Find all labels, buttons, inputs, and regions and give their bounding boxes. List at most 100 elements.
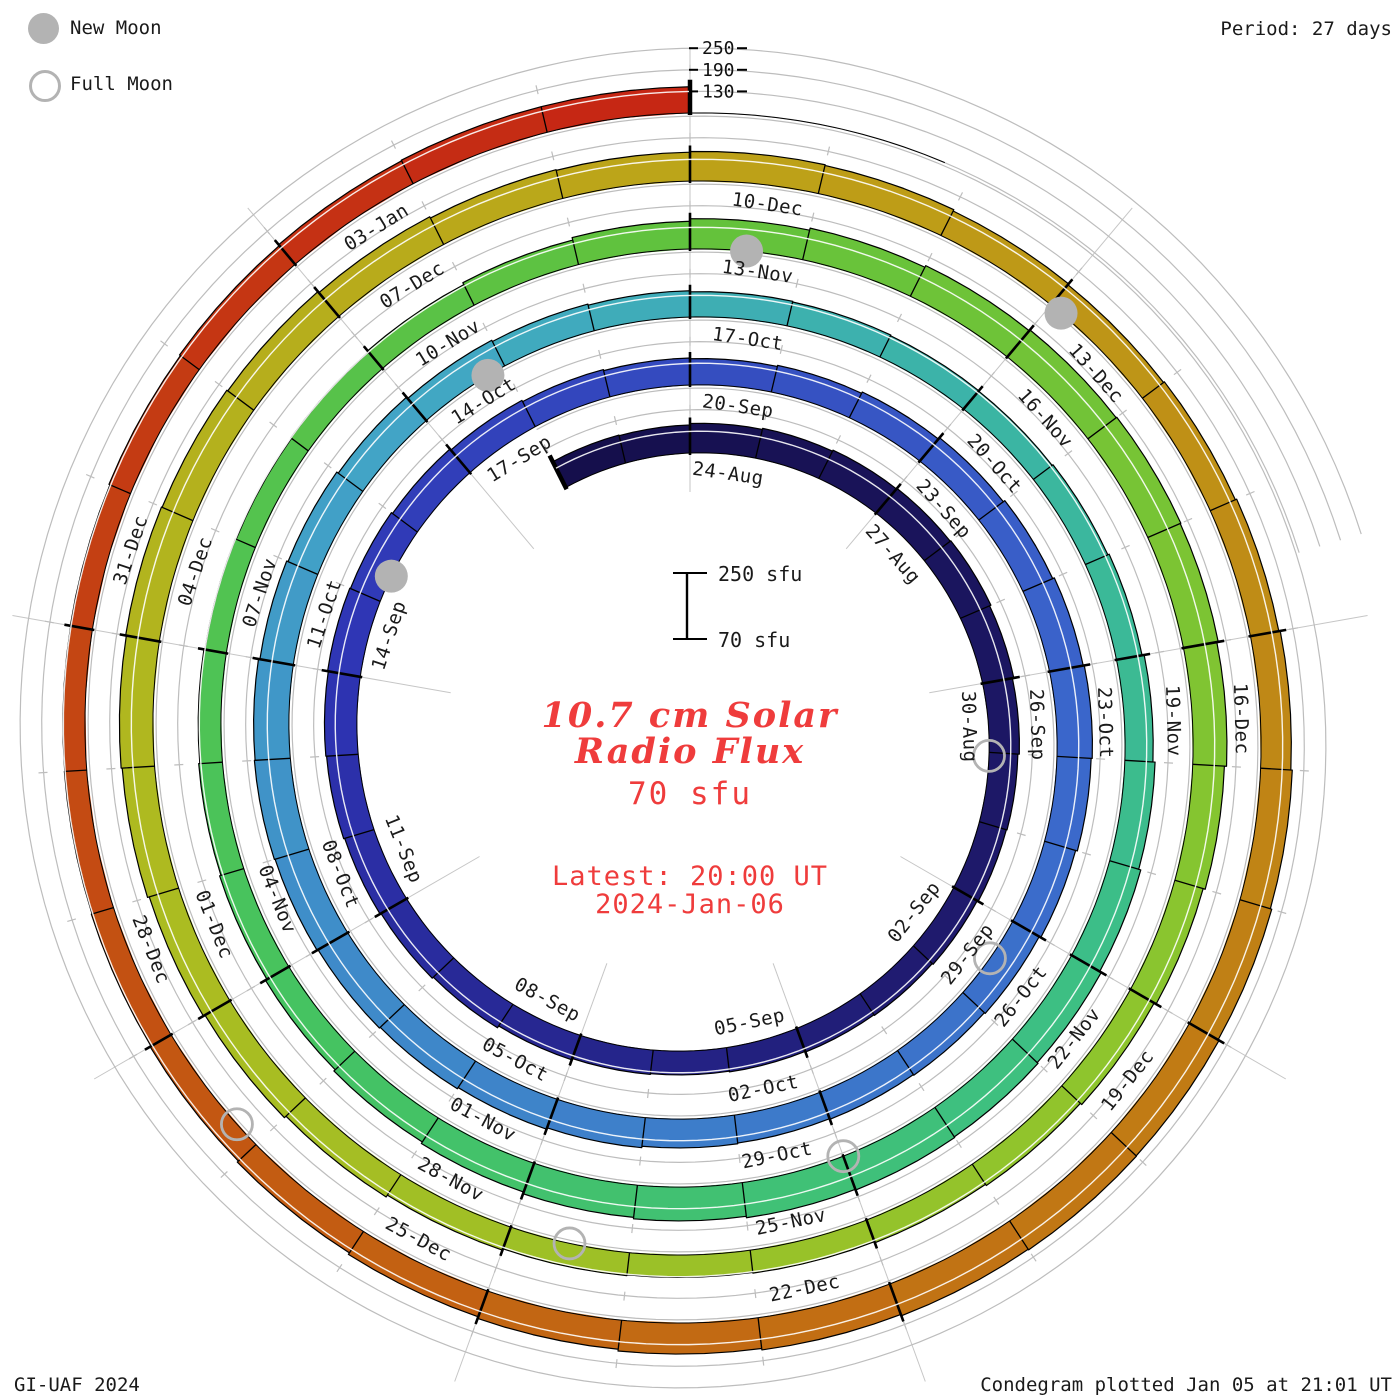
flux-band-segment [960, 605, 1014, 684]
flux-band-segment [572, 1035, 654, 1075]
flux-band-segment [477, 1291, 622, 1350]
flux-band-segment [430, 169, 563, 245]
flux-band-segment [818, 165, 954, 236]
flux-band-segment [348, 1231, 488, 1317]
flux-band-segment [318, 216, 444, 317]
flux-band-segment [108, 355, 200, 494]
flux-band-segment [1087, 417, 1181, 538]
flux-axis-label: 190 [702, 60, 735, 81]
flux-band-segment [1147, 523, 1219, 648]
flux-band-segment [978, 500, 1053, 592]
flux-band-segment [1071, 860, 1141, 972]
flux-band-segment [1012, 955, 1102, 1063]
flux-band-segment [1009, 1132, 1137, 1250]
flux-band-segment [1116, 654, 1154, 762]
date-label: 19-Nov [1161, 685, 1185, 757]
flux-band-segment [392, 448, 470, 533]
flux-band-segment [1240, 768, 1293, 909]
flux-band-segment [866, 1164, 986, 1243]
flux-band-segment [626, 1250, 753, 1278]
flux-band-segment [897, 992, 985, 1076]
flux-band-segment [556, 152, 690, 199]
date-label: 29-Oct [740, 1137, 815, 1173]
current-flux-value: 70 sfu [628, 776, 752, 812]
flux-band-segment [179, 245, 296, 370]
flux-band-segment [940, 210, 1069, 305]
flux-band-segment [265, 966, 355, 1070]
flux-band-segment [407, 340, 505, 421]
three-day-ticks [64, 145, 1287, 1325]
flux-band-segment [633, 1182, 747, 1221]
flux-band-segment [502, 1227, 630, 1276]
flux-band-segment [204, 1000, 306, 1118]
inband-130-gridline [62, 90, 1284, 1346]
flux-band-segment [458, 1061, 558, 1130]
flux-band-segment [860, 945, 933, 1016]
full-moon-icon [29, 70, 61, 102]
new-moon-marker [730, 234, 764, 268]
flux-band-segment [198, 649, 227, 764]
flux-band-segment [401, 106, 548, 184]
chart-title-line1: 10.7 cm Solar [541, 695, 839, 736]
band-outer-outline [62, 86, 1293, 1355]
date-label: 16-Dec [1229, 683, 1253, 755]
flux-band-segment [572, 221, 690, 265]
flux-band-segment [367, 284, 475, 369]
flux-band-segment [1142, 381, 1236, 511]
flux-band-segment [796, 993, 875, 1053]
flux-band-segment [953, 821, 1007, 902]
flux-band-segment [433, 957, 513, 1028]
flux-band-segment [125, 507, 193, 642]
flux-band-segment [70, 484, 131, 630]
flux-band-segment [541, 86, 690, 133]
flux-band-segment [254, 758, 309, 860]
flux-band-segment [344, 829, 407, 914]
flux-band-segment [1033, 464, 1108, 565]
flux-band-segment [119, 635, 160, 769]
flux-band-segment [149, 888, 230, 1016]
date-label: 22-Dec [767, 1270, 842, 1306]
flux-band-segment [641, 1115, 738, 1148]
daily-gray-ticks [38, 64, 1309, 1369]
new-moon-icon [28, 13, 59, 44]
flux-band-segment [275, 849, 348, 951]
flux-band-segment [726, 1028, 806, 1072]
flux-band-segment [734, 1092, 830, 1144]
date-label: 10-Dec [730, 188, 804, 220]
flux-band-segment [1183, 642, 1227, 767]
flux-band-segment [843, 1107, 955, 1191]
latest-time-label: Latest: 20:00 UT [551, 861, 829, 892]
date-label: 02-Oct [726, 1071, 801, 1107]
flux-band-segment [650, 1047, 730, 1075]
flux-band-segment [338, 397, 427, 492]
flux-band-segment [750, 1220, 875, 1274]
flux-band-segment [498, 1004, 581, 1060]
full-moon-marker [826, 1139, 861, 1174]
flux-band-segment [259, 561, 318, 666]
flux-band-segment [889, 1221, 1029, 1316]
flux-band-segment [219, 868, 289, 980]
flux-band-segment [1022, 577, 1084, 672]
flux-band-segment [934, 1039, 1039, 1137]
full-moon-legend-label: Full Moon [70, 73, 173, 95]
period-label: Period: 27 days [1220, 18, 1392, 40]
flux-band-segment [324, 671, 361, 757]
flux-band-segment [1085, 554, 1143, 660]
date-label: 20-Sep [701, 390, 775, 422]
flux-band-segment [162, 390, 254, 521]
flux-band-segment [91, 907, 171, 1047]
flux-band-segment [198, 762, 244, 876]
full-moon-marker [972, 739, 1006, 773]
flux-band-segment [237, 1144, 364, 1253]
flux-band-segment [288, 472, 363, 575]
date-label: 17-Oct [711, 323, 785, 355]
flux-band-segment [492, 304, 595, 366]
flux-band-segment [1050, 284, 1164, 399]
full-moon-marker [973, 941, 1007, 976]
flux-band-segment [1007, 329, 1117, 439]
full-moon-marker [220, 1107, 254, 1142]
full-moon-marker [552, 1226, 587, 1261]
flux-band-segment [204, 538, 256, 654]
